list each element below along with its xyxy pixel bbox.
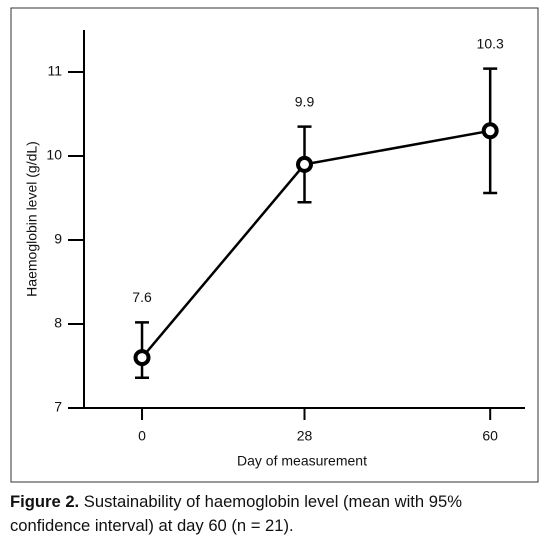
marker bbox=[133, 349, 151, 367]
y-tick-label: 11 bbox=[47, 63, 62, 79]
marker bbox=[296, 155, 313, 173]
y-axis-label: Haemoglobin level (g/dL) bbox=[24, 141, 40, 297]
caption-label: Figure 2. bbox=[10, 492, 80, 511]
x-tick-label: 28 bbox=[297, 428, 313, 444]
y-tick-label: 8 bbox=[54, 315, 62, 331]
line bbox=[141, 129, 491, 359]
caption: Figure 2. Sustainability of haemoglobin … bbox=[10, 490, 546, 538]
y-tick-label: 10 bbox=[46, 147, 62, 163]
x-tick-label: 0 bbox=[138, 428, 146, 444]
frame bbox=[10, 7, 539, 483]
data-label: 7.6 bbox=[132, 289, 152, 305]
x-axis-label: Day of measurement bbox=[237, 453, 367, 469]
caption-text: Sustainability of haemoglobin level (mea… bbox=[10, 492, 462, 535]
y-tick-label: 9 bbox=[54, 231, 62, 247]
y-tick-label: 7 bbox=[54, 399, 62, 415]
x-tick-label: 60 bbox=[482, 428, 498, 444]
data-label: 10.3 bbox=[477, 35, 504, 51]
data-label: 9.9 bbox=[295, 93, 315, 109]
marker bbox=[481, 122, 499, 140]
